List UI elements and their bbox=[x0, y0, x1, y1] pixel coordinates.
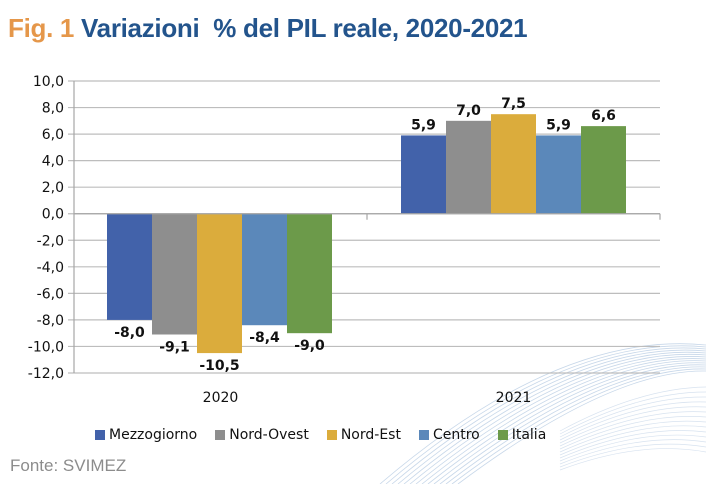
swoosh-line bbox=[451, 368, 706, 484]
swoosh-line bbox=[559, 430, 706, 459]
swoosh-line bbox=[559, 425, 706, 456]
data-label: -8,4 bbox=[249, 330, 280, 346]
swoosh-line bbox=[559, 420, 706, 453]
background-swoosh-decoration bbox=[379, 343, 706, 484]
swoosh-line bbox=[559, 406, 706, 444]
bar-centro-2021 bbox=[536, 135, 581, 214]
bar-nord-ovest-2020 bbox=[152, 213, 197, 335]
y-tick-label: 0,0 bbox=[42, 207, 64, 223]
swoosh-line bbox=[457, 370, 706, 484]
swoosh-line bbox=[559, 386, 706, 432]
bar-italia-2020 bbox=[287, 213, 332, 334]
legend-swatch bbox=[215, 430, 226, 440]
swoosh-line bbox=[559, 439, 706, 465]
swoosh-line bbox=[559, 411, 706, 447]
data-label: -9,0 bbox=[294, 338, 325, 354]
legend-item-mezzogiorno: Mezzogiorno bbox=[95, 427, 197, 443]
swoosh-line bbox=[559, 434, 706, 462]
legend-swatch bbox=[95, 430, 105, 440]
category-label: 2021 bbox=[496, 390, 532, 406]
y-tick-label: -10,0 bbox=[28, 339, 64, 355]
data-label: 7,5 bbox=[501, 96, 526, 112]
data-label: 5,9 bbox=[411, 117, 436, 133]
data-label: -9,1 bbox=[159, 340, 190, 356]
axes bbox=[73, 81, 661, 373]
legend: Mezzogiorno Nord-Ovest Nord-Est Centro I… bbox=[95, 427, 546, 443]
y-tick-label: 4,0 bbox=[42, 154, 64, 170]
bar-mezzogiorno-2021 bbox=[401, 135, 446, 214]
y-tick-label: -8,0 bbox=[37, 313, 64, 329]
swoosh-line bbox=[559, 396, 706, 438]
swoosh-line bbox=[445, 366, 706, 484]
swoosh-line bbox=[397, 349, 706, 484]
swoosh-line bbox=[409, 353, 706, 484]
legend-item-centro: Centro bbox=[418, 427, 480, 443]
y-tick-label: 10,0 bbox=[33, 74, 64, 90]
bar-mezzogiorno-2020 bbox=[107, 213, 152, 320]
data-label: 7,0 bbox=[456, 103, 481, 119]
swoosh-line bbox=[427, 360, 706, 484]
swoosh-line bbox=[391, 347, 706, 484]
category-label: 2020 bbox=[203, 390, 239, 406]
data-label: 6,6 bbox=[591, 108, 616, 124]
legend-label: Centro bbox=[432, 427, 480, 443]
data-label: -8,0 bbox=[114, 325, 145, 341]
swoosh-line bbox=[439, 364, 706, 484]
legend-label: Italia bbox=[511, 427, 547, 443]
legend-swatch bbox=[326, 430, 337, 440]
swoosh-line bbox=[415, 356, 706, 484]
y-tick-label: -12,0 bbox=[28, 366, 64, 382]
legend-label: Nord-Ovest bbox=[229, 427, 309, 443]
swoosh-line bbox=[421, 358, 706, 484]
swoosh-line bbox=[559, 401, 706, 441]
y-tick-label: -6,0 bbox=[37, 286, 64, 302]
legend-item-nord-est: Nord-Est bbox=[326, 427, 401, 443]
y-tick-label: -2,0 bbox=[37, 233, 64, 249]
legend-swatch bbox=[497, 430, 508, 440]
swoosh-line bbox=[559, 391, 706, 435]
y-tick-label: 8,0 bbox=[42, 101, 64, 117]
legend-swatch bbox=[418, 430, 429, 440]
swoosh-line bbox=[559, 448, 706, 471]
bar-nord-est-2020 bbox=[197, 213, 242, 354]
y-axis-ticks: 10,0 8,0 6,0 4,0 2,0 0,0 -2,0 -4,0 -6,0 -8,0 -10,0… bbox=[28, 74, 64, 382]
legend-item-nord-ovest: Nord-Ovest bbox=[215, 427, 309, 443]
category-labels: 2020 2021 bbox=[203, 390, 532, 406]
bar-nord-ovest-2021 bbox=[446, 120, 491, 214]
figure-title: Fig. 1 Variazioni % del PIL reale, 2020-… bbox=[8, 13, 528, 44]
swoosh-line bbox=[379, 343, 706, 484]
swoosh-line bbox=[559, 416, 706, 450]
data-label: -10,5 bbox=[199, 358, 239, 374]
figure-title-text: Variazioni % del PIL reale, 2020-2021 bbox=[81, 13, 528, 43]
swoosh-line bbox=[385, 345, 706, 484]
y-tick-label: -4,0 bbox=[37, 260, 64, 276]
swoosh-line bbox=[433, 362, 706, 484]
swoosh-line bbox=[559, 443, 706, 468]
legend-label: Mezzogiorno bbox=[109, 427, 198, 443]
legend-label: Nord-Est bbox=[340, 427, 401, 443]
data-label: 5,9 bbox=[546, 117, 571, 133]
figure-number: Fig. 1 bbox=[8, 13, 75, 43]
bars bbox=[107, 114, 626, 354]
swoosh-line bbox=[403, 351, 706, 484]
source-note: Fonte: SVIMEZ bbox=[10, 456, 127, 475]
bar-nord-est-2021 bbox=[491, 114, 536, 214]
y-tick-label: 2,0 bbox=[42, 180, 64, 196]
bar-italia-2021 bbox=[581, 126, 626, 214]
data-labels: -8,0 -9,1 -10,5 -8,4 -9,0 5,9 7,0 7,5 5,9 6,6 bbox=[114, 96, 616, 374]
bar-centro-2020 bbox=[242, 213, 287, 326]
legend-item-italia: Italia bbox=[497, 427, 547, 443]
y-tick-label: 6,0 bbox=[42, 127, 64, 143]
